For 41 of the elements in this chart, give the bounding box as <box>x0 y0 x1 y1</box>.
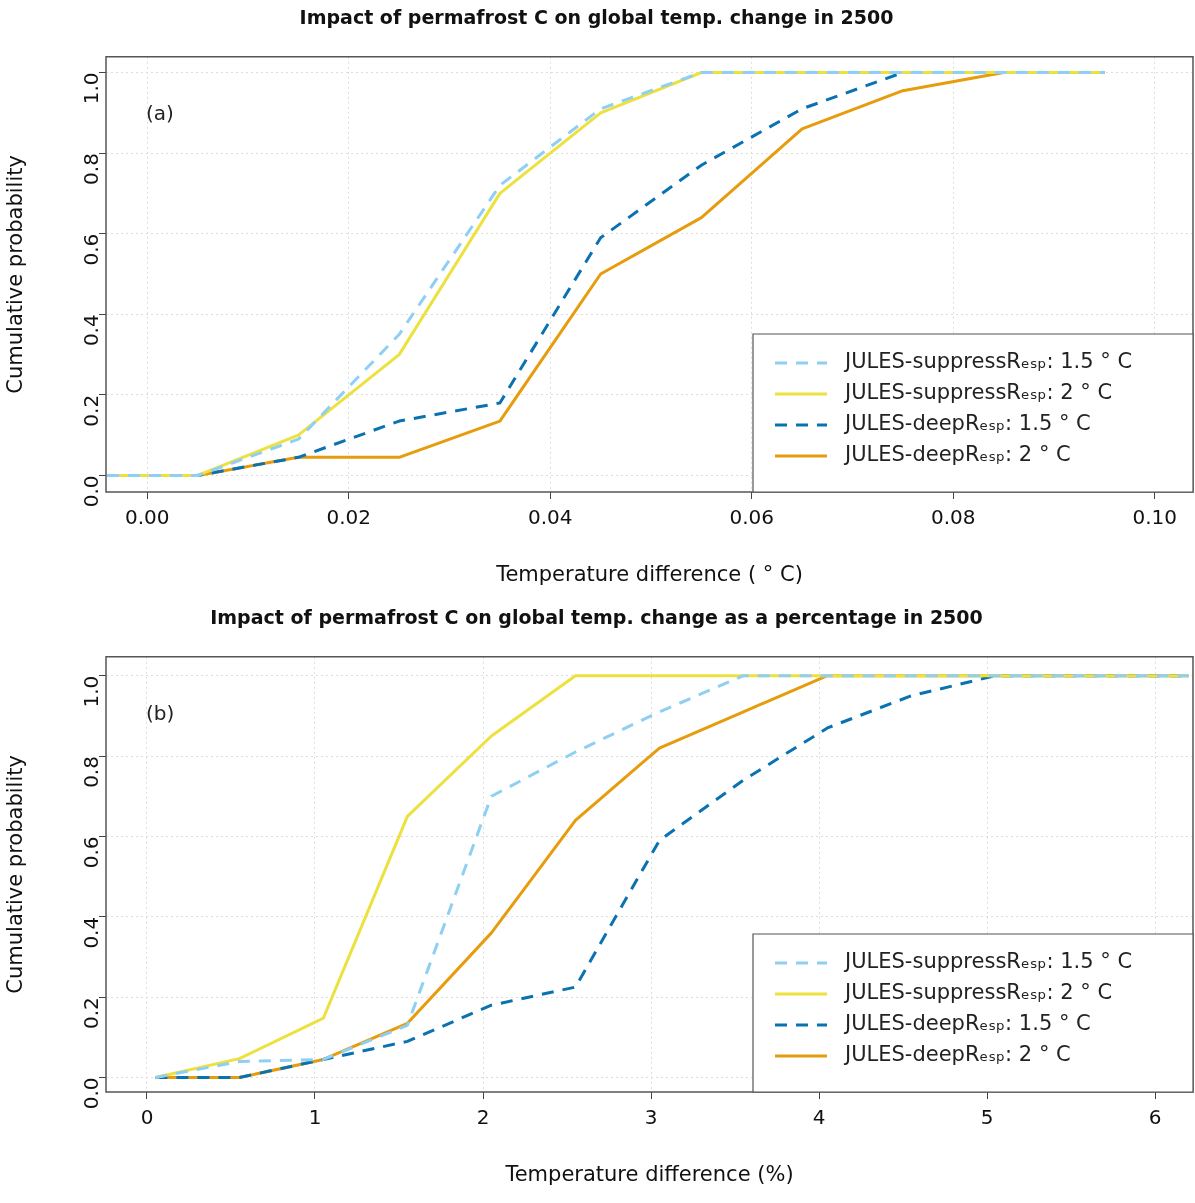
legend-label: JULES-deepRₑₛₚ: 2 ° C <box>843 442 1071 467</box>
y-tick-label: 0.4 <box>79 916 104 949</box>
x-axis-title: Temperature difference ( ° C) <box>495 561 803 586</box>
legend-label: JULES-suppressRₑₛₚ: 2 ° C <box>843 980 1113 1005</box>
chart-title: Impact of permafrost C on global temp. change in 2500 <box>299 6 894 29</box>
legend-label: JULES-suppressRₑₛₚ: 1.5 ° C <box>843 949 1133 974</box>
y-tick-label: 0.6 <box>79 836 104 869</box>
x-tick-label: 0 <box>140 1105 154 1130</box>
legend-label: JULES-suppressRₑₛₚ: 1.5 ° C <box>843 349 1133 374</box>
x-tick-label: 5 <box>980 1105 994 1130</box>
x-tick-label: 1 <box>308 1105 322 1130</box>
legend-label: JULES-deepRₑₛₚ: 1.5 ° C <box>843 1011 1091 1036</box>
x-tick-label: 0.04 <box>528 505 573 530</box>
y-tick-label: 0.8 <box>79 153 104 185</box>
x-tick-label: 0.06 <box>729 505 775 530</box>
y-tick-label: 0.4 <box>79 314 104 347</box>
y-tick-label: 1.0 <box>79 72 104 105</box>
x-tick-label: 0.00 <box>125 505 170 530</box>
x-axis-title: Temperature difference (%) <box>504 1161 794 1186</box>
x-tick-label: 6 <box>1148 1105 1162 1130</box>
y-axis-title: Cumulative probability <box>3 155 28 394</box>
y-tick-label: 0.2 <box>79 997 104 1029</box>
annotation: (a) <box>146 101 174 125</box>
legend-label: JULES-suppressRₑₛₚ: 2 ° C <box>843 380 1113 405</box>
y-tick-label: 0.6 <box>79 233 104 266</box>
y-tick-label: 0.0 <box>79 1077 104 1110</box>
legend-label: JULES-deepRₑₛₚ: 2 ° C <box>843 1042 1071 1067</box>
y-tick-label: 0.0 <box>79 475 104 508</box>
y-axis-title: Cumulative probability <box>3 755 28 994</box>
y-tick-label: 1.0 <box>79 675 104 708</box>
x-tick-label: 0.02 <box>326 505 372 530</box>
x-tick-label: 3 <box>644 1105 658 1130</box>
x-tick-label: 0.10 <box>1132 505 1177 530</box>
y-tick-label: 0.8 <box>79 756 104 788</box>
annotation: (b) <box>146 701 175 725</box>
x-tick-label: 0.08 <box>930 505 976 530</box>
x-tick-label: 2 <box>476 1105 490 1130</box>
x-tick-label: 4 <box>812 1105 826 1130</box>
y-tick-label: 0.2 <box>79 394 104 427</box>
legend-label: JULES-deepRₑₛₚ: 1.5 ° C <box>843 411 1091 436</box>
chart-title: Impact of permafrost C on global temp. change as a percentage in 2500 <box>210 606 983 629</box>
